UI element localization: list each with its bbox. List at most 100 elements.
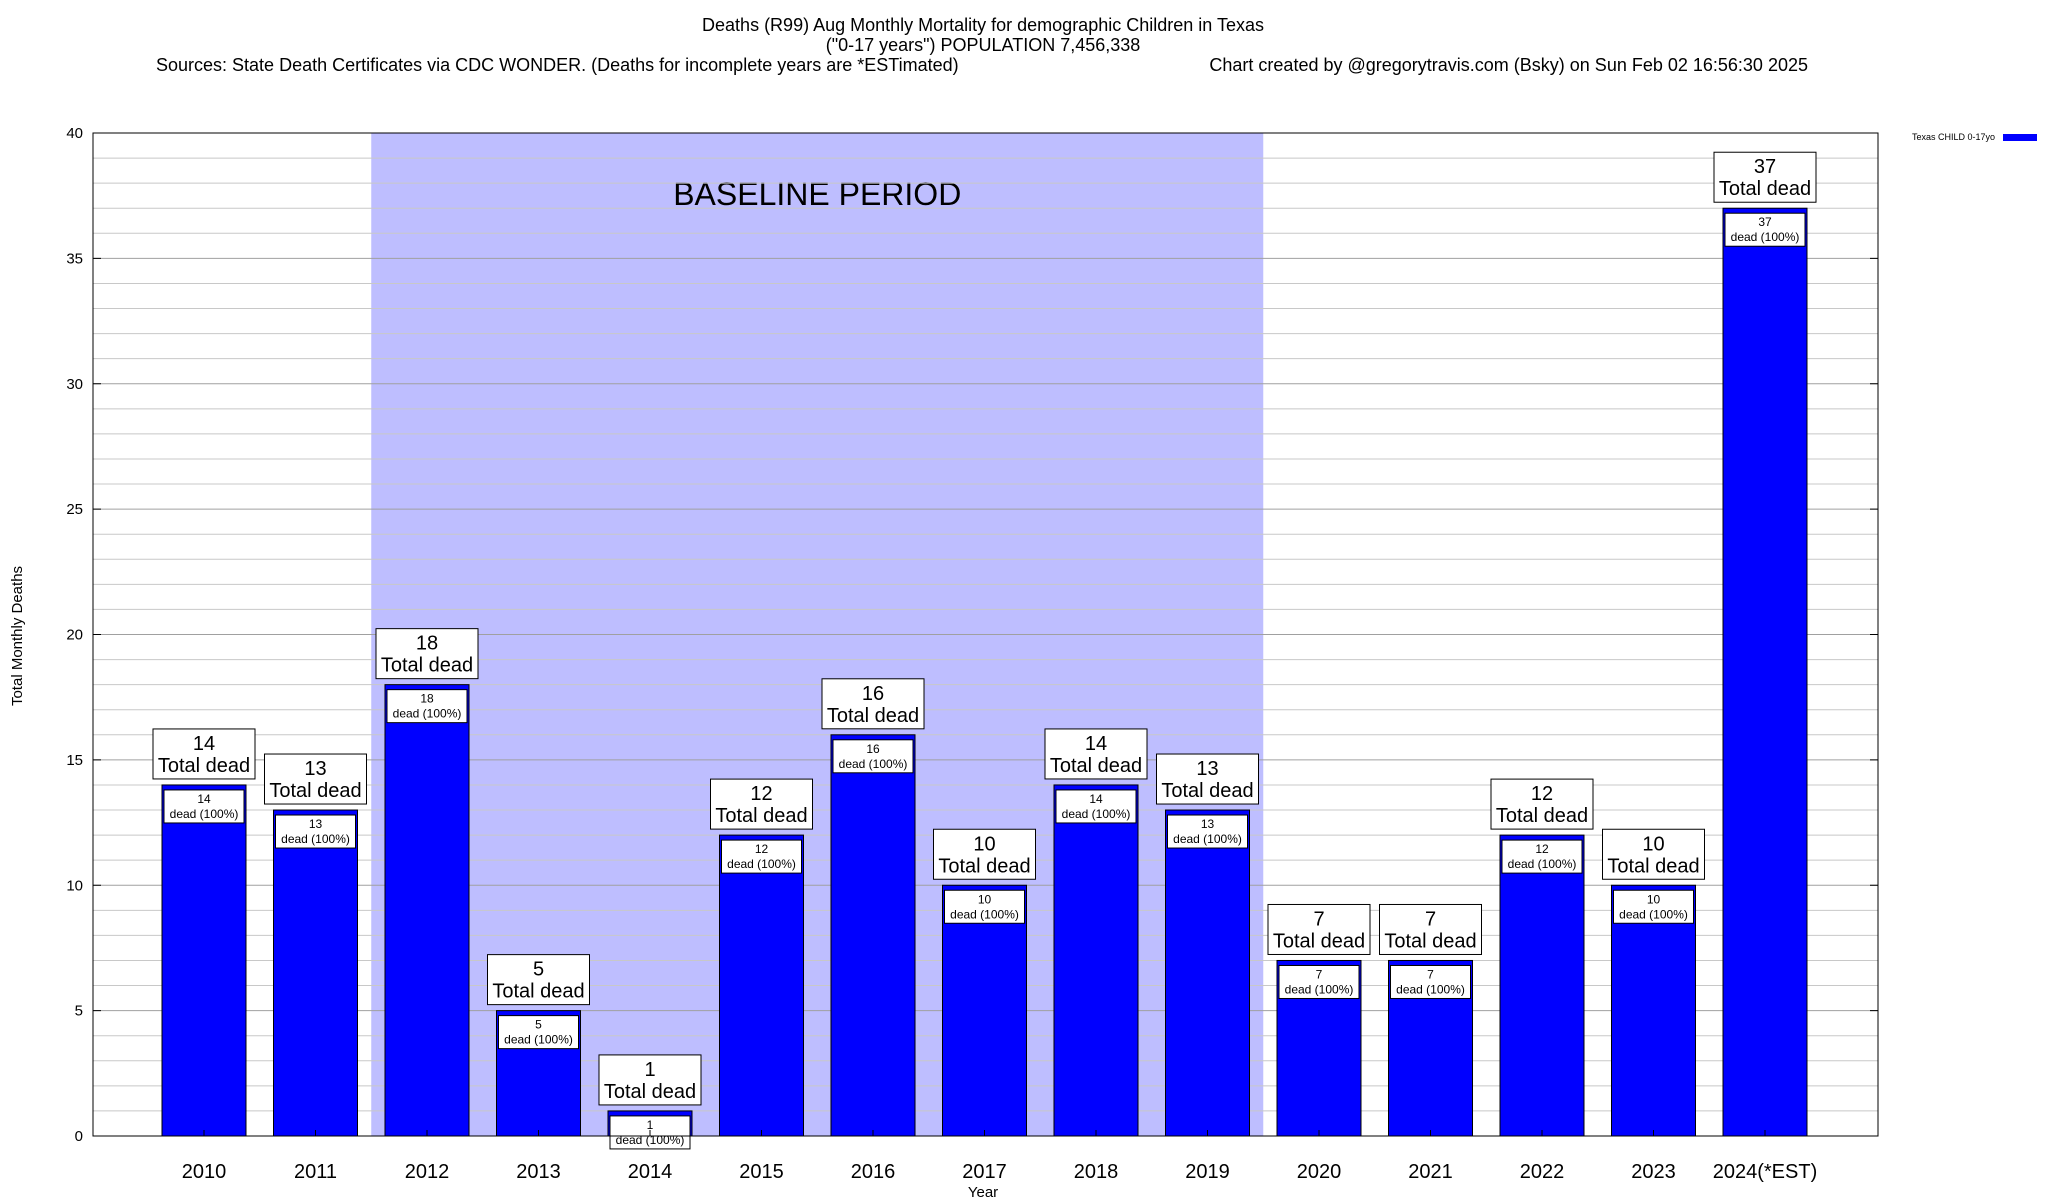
x-tick-label-2021: 2021 bbox=[1408, 1161, 1453, 1183]
legend-swatch bbox=[2003, 134, 2037, 141]
inner-dead-label: dead (100%) bbox=[1508, 857, 1577, 871]
inner-dead-label: dead (100%) bbox=[170, 807, 239, 821]
inner-dead-label: dead (100%) bbox=[504, 1033, 573, 1047]
inner-value-label: 10 bbox=[978, 892, 992, 906]
total-value-label: 10 bbox=[973, 833, 995, 855]
total-dead-label: Total dead bbox=[381, 655, 473, 677]
inner-label-box bbox=[1055, 789, 1137, 824]
total-value-label: 16 bbox=[862, 683, 884, 705]
total-label-box bbox=[710, 778, 813, 830]
inner-label-box bbox=[944, 889, 1025, 924]
total-dead-label: Total dead bbox=[1607, 855, 1699, 877]
total-value-label: 18 bbox=[416, 633, 438, 655]
inner-value-label: 14 bbox=[197, 792, 211, 806]
inner-value-label: 13 bbox=[1201, 817, 1215, 831]
inner-value-label: 7 bbox=[1427, 967, 1434, 981]
bar-2016 bbox=[830, 734, 916, 1137]
inner-value-label: 13 bbox=[309, 817, 323, 831]
total-dead-label: Total dead bbox=[1496, 805, 1588, 827]
inner-label-box bbox=[1390, 964, 1471, 999]
total-label-box bbox=[152, 728, 256, 780]
inner-value-label: 7 bbox=[1316, 967, 1323, 981]
inner-value-label: 14 bbox=[1089, 792, 1103, 806]
inner-dead-label: dead (100%) bbox=[281, 832, 350, 846]
x-tick-label-2010: 2010 bbox=[182, 1161, 227, 1183]
inner-dead-label: dead (100%) bbox=[1285, 982, 1354, 996]
total-label-box bbox=[1379, 903, 1482, 955]
total-dead-label: Total dead bbox=[604, 1081, 696, 1103]
y-tick-label: 15 bbox=[66, 752, 83, 769]
total-dead-label: Total dead bbox=[1384, 930, 1476, 952]
inner-value-label: 1 bbox=[647, 1118, 654, 1132]
inner-label-box bbox=[1501, 839, 1583, 874]
inner-dead-label: dead (100%) bbox=[1062, 807, 1131, 821]
total-label-box bbox=[933, 828, 1036, 880]
total-value-label: 7 bbox=[1425, 908, 1436, 930]
y-tick-label: 10 bbox=[66, 877, 83, 894]
inner-label-box bbox=[386, 689, 468, 724]
total-value-label: 12 bbox=[1531, 783, 1553, 805]
total-dead-label: Total dead bbox=[492, 981, 584, 1003]
y-tick-label: 35 bbox=[66, 250, 83, 267]
title-credit: Chart created by @gregorytravis.com (Bsk… bbox=[1209, 55, 1808, 75]
inner-value-label: 12 bbox=[755, 842, 769, 856]
total-label-box bbox=[598, 1054, 702, 1106]
total-value-label: 5 bbox=[533, 959, 544, 981]
total-value-label: 10 bbox=[1642, 833, 1664, 855]
title-sources: Sources: State Death Certificates via CD… bbox=[156, 55, 959, 75]
bar-2017 bbox=[942, 884, 1027, 1137]
bar-2024(*EST) bbox=[1722, 207, 1808, 1137]
x-tick-label-2023: 2023 bbox=[1631, 1161, 1676, 1183]
y-tick-label: 40 bbox=[66, 125, 83, 142]
total-label-box bbox=[375, 628, 479, 680]
chart-title: Deaths (R99) Aug Monthly Mortality for d… bbox=[156, 15, 1808, 75]
inner-value-label: 37 bbox=[1758, 215, 1772, 229]
inner-label-box bbox=[1613, 889, 1694, 924]
x-tick-label-2015: 2015 bbox=[739, 1161, 784, 1183]
total-label-box bbox=[1156, 753, 1259, 805]
y-tick-label: 0 bbox=[75, 1128, 83, 1145]
inner-dead-label: dead (100%) bbox=[1731, 230, 1800, 244]
x-tick-label-2020: 2020 bbox=[1297, 1161, 1342, 1183]
x-tick-label-2017: 2017 bbox=[962, 1161, 1007, 1183]
x-tick-label-2013: 2013 bbox=[516, 1161, 561, 1183]
total-value-label: 7 bbox=[1313, 908, 1324, 930]
total-dead-label: Total dead bbox=[158, 755, 250, 777]
bar-2010 bbox=[161, 784, 247, 1137]
bar-2011 bbox=[273, 809, 358, 1137]
total-label-box bbox=[264, 753, 367, 805]
inner-label-box bbox=[721, 839, 802, 874]
total-label-box bbox=[1267, 903, 1371, 955]
inner-label-box bbox=[1167, 814, 1248, 849]
inner-label-box bbox=[832, 739, 914, 774]
x-tick-label-2024(*EST): 2024(*EST) bbox=[1713, 1161, 1818, 1183]
title-line-1: Deaths (R99) Aug Monthly Mortality for d… bbox=[702, 15, 1264, 35]
x-tick-label-2016: 2016 bbox=[851, 1161, 896, 1183]
x-tick-label-2018: 2018 bbox=[1074, 1161, 1119, 1183]
inner-dead-label: dead (100%) bbox=[1173, 832, 1242, 846]
legend: Texas CHILD 0-17yo bbox=[1912, 132, 2037, 142]
legend-label: Texas CHILD 0-17yo bbox=[1912, 132, 1995, 142]
x-tick-label-2022: 2022 bbox=[1520, 1161, 1565, 1183]
inner-value-label: 10 bbox=[1647, 892, 1661, 906]
inner-value-label: 5 bbox=[535, 1018, 542, 1032]
bar-2022 bbox=[1499, 834, 1585, 1137]
x-tick-label-2011: 2011 bbox=[294, 1161, 337, 1183]
bar-2012 bbox=[384, 684, 470, 1137]
bar-2018 bbox=[1053, 784, 1139, 1137]
total-label-box bbox=[1602, 828, 1705, 880]
inner-dead-label: dead (100%) bbox=[727, 857, 796, 871]
inner-dead-label: dead (100%) bbox=[393, 707, 462, 721]
bar-2023 bbox=[1611, 884, 1696, 1137]
title-line-2: ("0-17 years") POPULATION 7,456,338 bbox=[826, 35, 1141, 55]
total-value-label: 1 bbox=[644, 1059, 655, 1081]
x-tick-label-2019: 2019 bbox=[1185, 1161, 1230, 1183]
bar-2019 bbox=[1165, 809, 1250, 1137]
bar-2015 bbox=[719, 834, 804, 1137]
y-tick-label: 5 bbox=[75, 1003, 83, 1020]
baseline-band-label: BASELINE PERIOD bbox=[673, 176, 961, 212]
inner-label-box bbox=[1278, 964, 1360, 999]
total-value-label: 12 bbox=[750, 783, 772, 805]
